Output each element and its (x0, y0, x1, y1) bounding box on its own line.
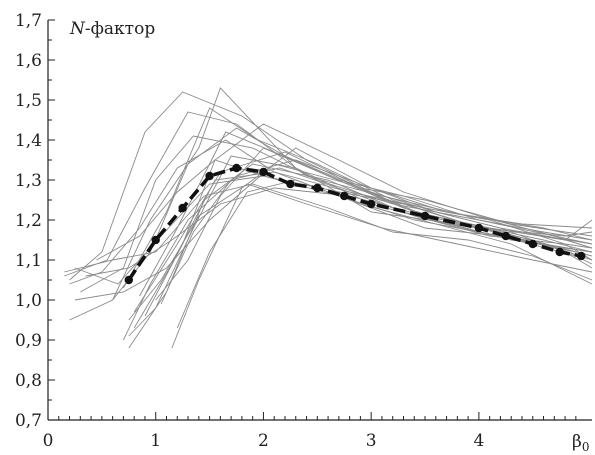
y-tick-label: 1,7 (15, 11, 42, 31)
axes-group (47, 20, 592, 421)
series-line-17 (96, 159, 593, 261)
series-line-12 (144, 123, 593, 317)
x-axis-title-sub: 0 (582, 440, 590, 454)
series-line-8 (128, 155, 593, 337)
y-tick-label: 1,4 (15, 131, 42, 151)
series-line-14 (64, 183, 593, 281)
series-line-23 (176, 179, 593, 329)
mean-series-point (178, 203, 187, 213)
x-tick-label: 2 (258, 431, 269, 451)
series-line-4 (128, 163, 593, 349)
y-tick-label: 1,0 (15, 291, 42, 311)
series-line-20 (160, 167, 593, 305)
series-line-19 (74, 163, 593, 301)
mean-series-point (366, 199, 376, 209)
series-line-18 (128, 183, 593, 321)
mean-series-point (555, 247, 564, 257)
mean-series-point (151, 235, 160, 245)
thin-series-group (64, 87, 593, 349)
series-line-2 (80, 135, 593, 293)
mean-series-point (577, 251, 586, 261)
series-line-6 (64, 111, 593, 277)
mean-series-point (313, 183, 322, 193)
series-line-24 (122, 159, 593, 341)
y-axis-title-rest: -фактор (85, 19, 155, 39)
y-tick-label: 1,1 (15, 251, 42, 271)
y-tick-label: 0,8 (15, 371, 42, 391)
mean-series-point (259, 167, 268, 177)
series-line-13 (123, 107, 593, 289)
mean-series-point (205, 171, 214, 181)
x-tick-label: 1 (150, 431, 161, 451)
x-tick-label: 3 (366, 431, 377, 451)
mean-series-point (501, 231, 511, 241)
y-axis-title-italic: N (69, 19, 86, 39)
y-tick-label: 1,6 (15, 51, 42, 71)
mean-series-point (340, 191, 349, 201)
y-ticks-group: 0,7 0,8 0,9 1,0 1,1 1,2 1,3 1,4 1,5 1,6 1,7 (15, 11, 55, 431)
mean-series-point (286, 179, 295, 189)
mean-series-point (420, 211, 430, 221)
mean-series-point (232, 163, 241, 173)
y-tick-label: 1,5 (15, 91, 42, 111)
y-tick-label: 0,9 (15, 331, 42, 351)
series-line-3 (69, 87, 593, 321)
x-axis-title-main: β (572, 432, 582, 452)
mean-series-point (474, 223, 484, 233)
y-tick-label: 1,2 (15, 211, 42, 231)
y-tick-label: 0,7 (15, 411, 42, 431)
y-tick-label: 1,3 (15, 171, 42, 191)
mean-series-point (124, 275, 133, 285)
x-axis-title: β0 (572, 432, 589, 454)
mean-series-line (127, 166, 582, 282)
x-ticks-group: 0 1 2 3 4 (43, 412, 577, 451)
y-axis-title: N-фактор (69, 19, 155, 39)
mean-series-point (528, 239, 537, 249)
x-tick-label: 4 (473, 431, 484, 451)
mean-series-group (124, 163, 586, 285)
x-tick-label: 0 (43, 431, 54, 451)
